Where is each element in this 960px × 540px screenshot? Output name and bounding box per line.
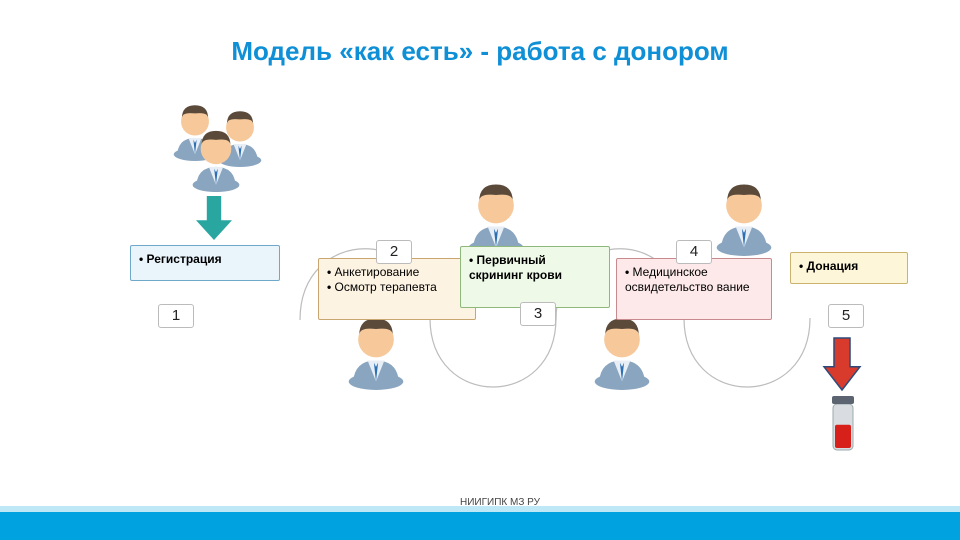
step-card-text: Донация: [799, 259, 899, 274]
step-number-2: 2: [376, 240, 412, 264]
arrow-to-vial: [822, 336, 862, 392]
step-card-text: Осмотр терапевта: [327, 280, 467, 295]
slide: { "title": { "text": "Модель «как есть» …: [0, 0, 960, 540]
arrow-group-to-reg: [196, 196, 232, 240]
step-card-5: Донация: [790, 252, 908, 284]
step-card-text: Регистрация: [139, 252, 271, 267]
blood-vial-icon: [832, 396, 854, 452]
step-card-text: Анкетирование: [327, 265, 467, 280]
person-icon: [713, 174, 776, 256]
step-number-5: 5: [828, 304, 864, 328]
step-number-4: 4: [676, 240, 712, 264]
step-card-4: Медицинское освидетельство вание: [616, 258, 772, 320]
footer-bar: [0, 512, 960, 540]
step-number-1: 1: [158, 304, 194, 328]
step-number-3: 3: [520, 302, 556, 326]
step-card-text: Первичный скрининг крови: [469, 253, 601, 283]
step-card-2: АнкетированиеОсмотр терапевта: [318, 258, 476, 320]
person-icon: [465, 174, 528, 256]
slide-title: Модель «как есть» - работа с донором: [0, 36, 960, 67]
step-card-text: Медицинское освидетельство вание: [625, 265, 763, 295]
person-icon: [189, 122, 243, 192]
person-icon: [591, 308, 654, 390]
step-card-3: Первичный скрининг крови: [460, 246, 610, 308]
person-icon: [345, 308, 408, 390]
step-card-1: Регистрация: [130, 245, 280, 281]
